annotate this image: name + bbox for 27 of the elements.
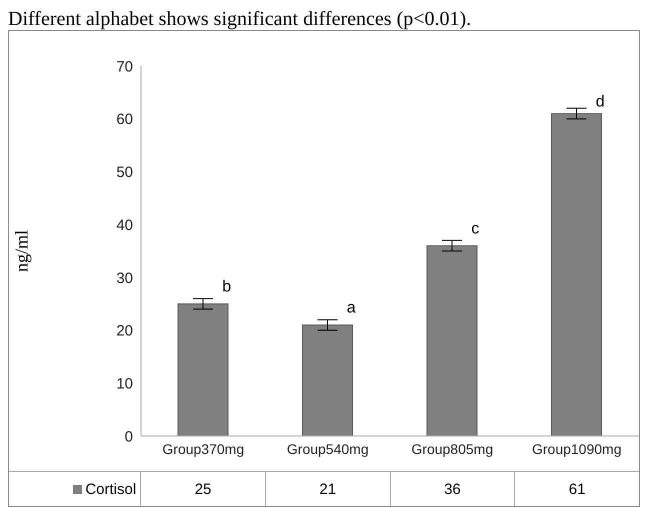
bar	[426, 245, 478, 436]
chart-title: Different alphabet shows significant differences (p<0.01).	[8, 8, 472, 30]
data-label: 25	[140, 472, 265, 506]
x-tick-label: Group805mg	[411, 440, 494, 457]
bar	[178, 303, 228, 436]
annotation: c	[471, 220, 480, 238]
y-tick-label: 70	[116, 58, 133, 76]
y-tick-label: 0	[124, 428, 133, 446]
annotation: d	[596, 94, 605, 111]
bar	[551, 113, 602, 436]
y-tick-label: 20	[116, 322, 133, 340]
legend-label: Cortisol	[84, 480, 136, 498]
x-tick-label: Group540mg	[286, 440, 369, 457]
y-axis-title: ng/ml	[11, 230, 32, 272]
data-label: 21	[264, 472, 390, 506]
x-tick-label: Group370mg	[162, 440, 244, 457]
y-tick-label: 30	[116, 270, 133, 287]
x-tick-label: Group1090mg	[532, 440, 622, 457]
annotation: b	[222, 278, 232, 296]
bar	[302, 324, 353, 436]
y-tick-label: 60	[116, 111, 133, 128]
y-tick-label: 40	[116, 216, 133, 234]
y-tick-label: 10	[116, 375, 133, 392]
y-tick-label: 50	[116, 164, 133, 182]
data-label: 61	[514, 472, 639, 506]
annotation: a	[346, 300, 356, 317]
data-label: 36	[390, 472, 514, 506]
